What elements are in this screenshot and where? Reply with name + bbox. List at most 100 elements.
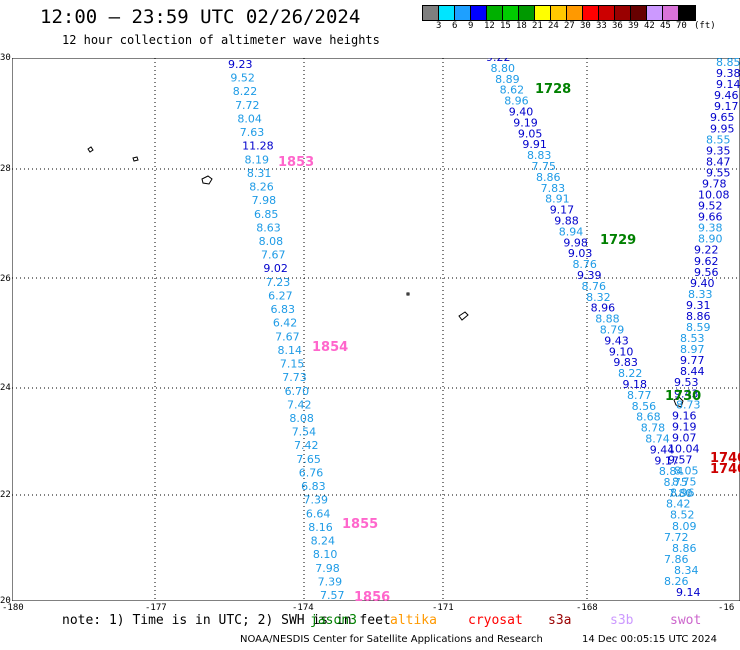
wave-height-reading: 8.97 [680,343,705,356]
wave-height-reading: 7.67 [261,249,286,262]
color-scale-swatch [535,6,551,20]
wave-height-reading: 8.86 [672,542,697,555]
color-scale-swatch [647,6,663,20]
color-scale-swatch [439,6,455,20]
color-scale-tick: 15 [500,21,511,31]
wave-height-reading: 6.27 [268,289,293,302]
color-scale-swatch [519,6,535,20]
wave-height-reading: 7.39 [318,575,343,588]
credit-line: NOAA/NESDIS Center for Satellite Applica… [240,634,543,645]
latitude-label: 30 [0,53,11,63]
wave-height-reading: 7.67 [275,330,300,343]
wave-height-reading: 9.18 [623,378,648,391]
wave-height-reading: 8.79 [600,324,625,337]
color-scale-swatch [503,6,519,20]
color-scale-tick: 70 [676,21,687,31]
wave-height-reading: 8.73 [676,398,701,411]
color-scale-tick: 3 [436,21,442,31]
track-time-label: 1854 [312,340,348,355]
wave-height-reading: 8.24 [311,535,336,548]
wave-height-reading: 8.33 [688,288,713,301]
color-scale-tick: 27 [564,21,575,31]
map-plot: 9.239.528.227.728.047.6311.288.198.318.2… [12,58,740,601]
wave-height-reading: 9.46 [714,89,739,102]
wave-height-reading: 8.34 [674,564,699,577]
wave-height-reading: 9.17 [654,454,679,467]
wave-height-reading: 9.31 [686,299,711,312]
legend-entry-s3b: s3b [610,613,634,628]
color-scale-tick: 9 [468,21,474,31]
wave-height-reading: 8.96 [591,302,616,315]
wave-height-reading: 9.17 [714,100,739,113]
wave-height-reading: 9.43 [674,387,699,400]
legend-entry-s3a: s3a [548,613,572,628]
wave-height-reading: 7.98 [315,562,340,575]
color-scale-swatch [471,6,487,20]
wave-height-reading: 8.08 [259,235,284,248]
wave-height-reading: 7.42 [294,439,319,452]
wave-height-reading: 8.94 [559,225,584,238]
track-time-label: 1740 [710,462,740,477]
latitude-label: 28 [0,164,11,174]
wave-height-reading: 9.23 [228,58,253,71]
wave-height-reading: 9.38 [698,222,723,235]
wave-height-reading: 6.70 [285,385,310,398]
wave-height-reading: 8.76 [572,258,597,271]
latitude-label: 22 [0,490,11,500]
wave-height-reading: 8.14 [278,344,303,357]
wave-height-reading: 8.59 [686,321,711,334]
island-outline [406,292,410,296]
wave-height-reading: 9.88 [554,215,579,228]
legend-entry-jason3: jason3 [310,613,357,628]
wave-height-reading: 9.22 [486,58,511,64]
wave-height-reading: 9.14 [716,78,740,91]
wave-height-reading: 7.15 [280,358,305,371]
wave-height-reading: 6.83 [270,303,295,316]
wave-height-reading: 7.72 [664,531,689,544]
wave-height-reading: 8.08 [289,412,314,425]
wave-height-reading: 8.77 [627,389,652,402]
wave-height-reading: 7.86 [664,553,689,566]
wave-height-reading: 8.52 [670,509,695,522]
wave-height-reading: 7.57 [320,589,345,601]
wave-height-reading: 9.52 [230,72,255,85]
wave-height-reading: 9.83 [613,356,638,369]
color-scale-tick: 33 [596,21,607,31]
wave-height-reading: 9.66 [698,211,723,224]
wave-height-reading: 8.05 [674,465,699,478]
wave-height-reading: 8.96 [670,487,695,500]
color-scale-swatch [423,6,439,20]
track-time-label: 1740 [710,451,740,466]
color-scale-tick: 42 [644,21,655,31]
wave-height-reading: 9.10 [609,345,634,358]
page-subtitle: 12 hour collection of altimeter wave hei… [62,33,380,47]
wave-height-reading: 8.89 [495,73,519,86]
wave-height-reading: 8.80 [491,62,516,75]
wave-height-reading: 9.62 [694,255,719,268]
wave-height-reading: 10.04 [668,442,700,455]
color-scale-swatch [599,6,615,20]
color-scale-tick: 6 [452,21,458,31]
wave-height-reading: 9.17 [550,204,575,217]
wave-height-reading: 8.31 [247,167,272,180]
wave-height-reading: 9.02 [263,262,288,275]
legend-entry-cryosat: cryosat [468,613,523,628]
color-scale-tick: 18 [516,21,527,31]
wave-height-reading: 9.19 [513,116,538,129]
graticule [12,58,740,601]
wave-height-reading: 8.90 [698,233,723,246]
wave-height-reading: 7.23 [266,276,291,289]
wave-height-reading: 9.78 [702,177,727,190]
color-scale-bar [422,5,696,21]
wave-height-reading: 8.85 [716,58,740,69]
wave-height-reading: 7.39 [303,494,328,507]
track-time-label: 1729 [600,233,636,248]
wave-height-reading: 9.22 [694,244,719,257]
wave-height-reading: 9.65 [710,111,735,124]
island-outlines [87,146,684,408]
color-scale-ticks: 3 6 9 12 15 18 21 24 27 30 33 36 39 42 45 70 (ft) [424,21,740,33]
wave-height-reading: 7.98 [252,194,276,207]
wave-height-reading: 8.62 [500,84,525,97]
wave-height-reading: 9.16 [672,409,697,422]
wave-height-reading: 8.22 [233,85,258,98]
